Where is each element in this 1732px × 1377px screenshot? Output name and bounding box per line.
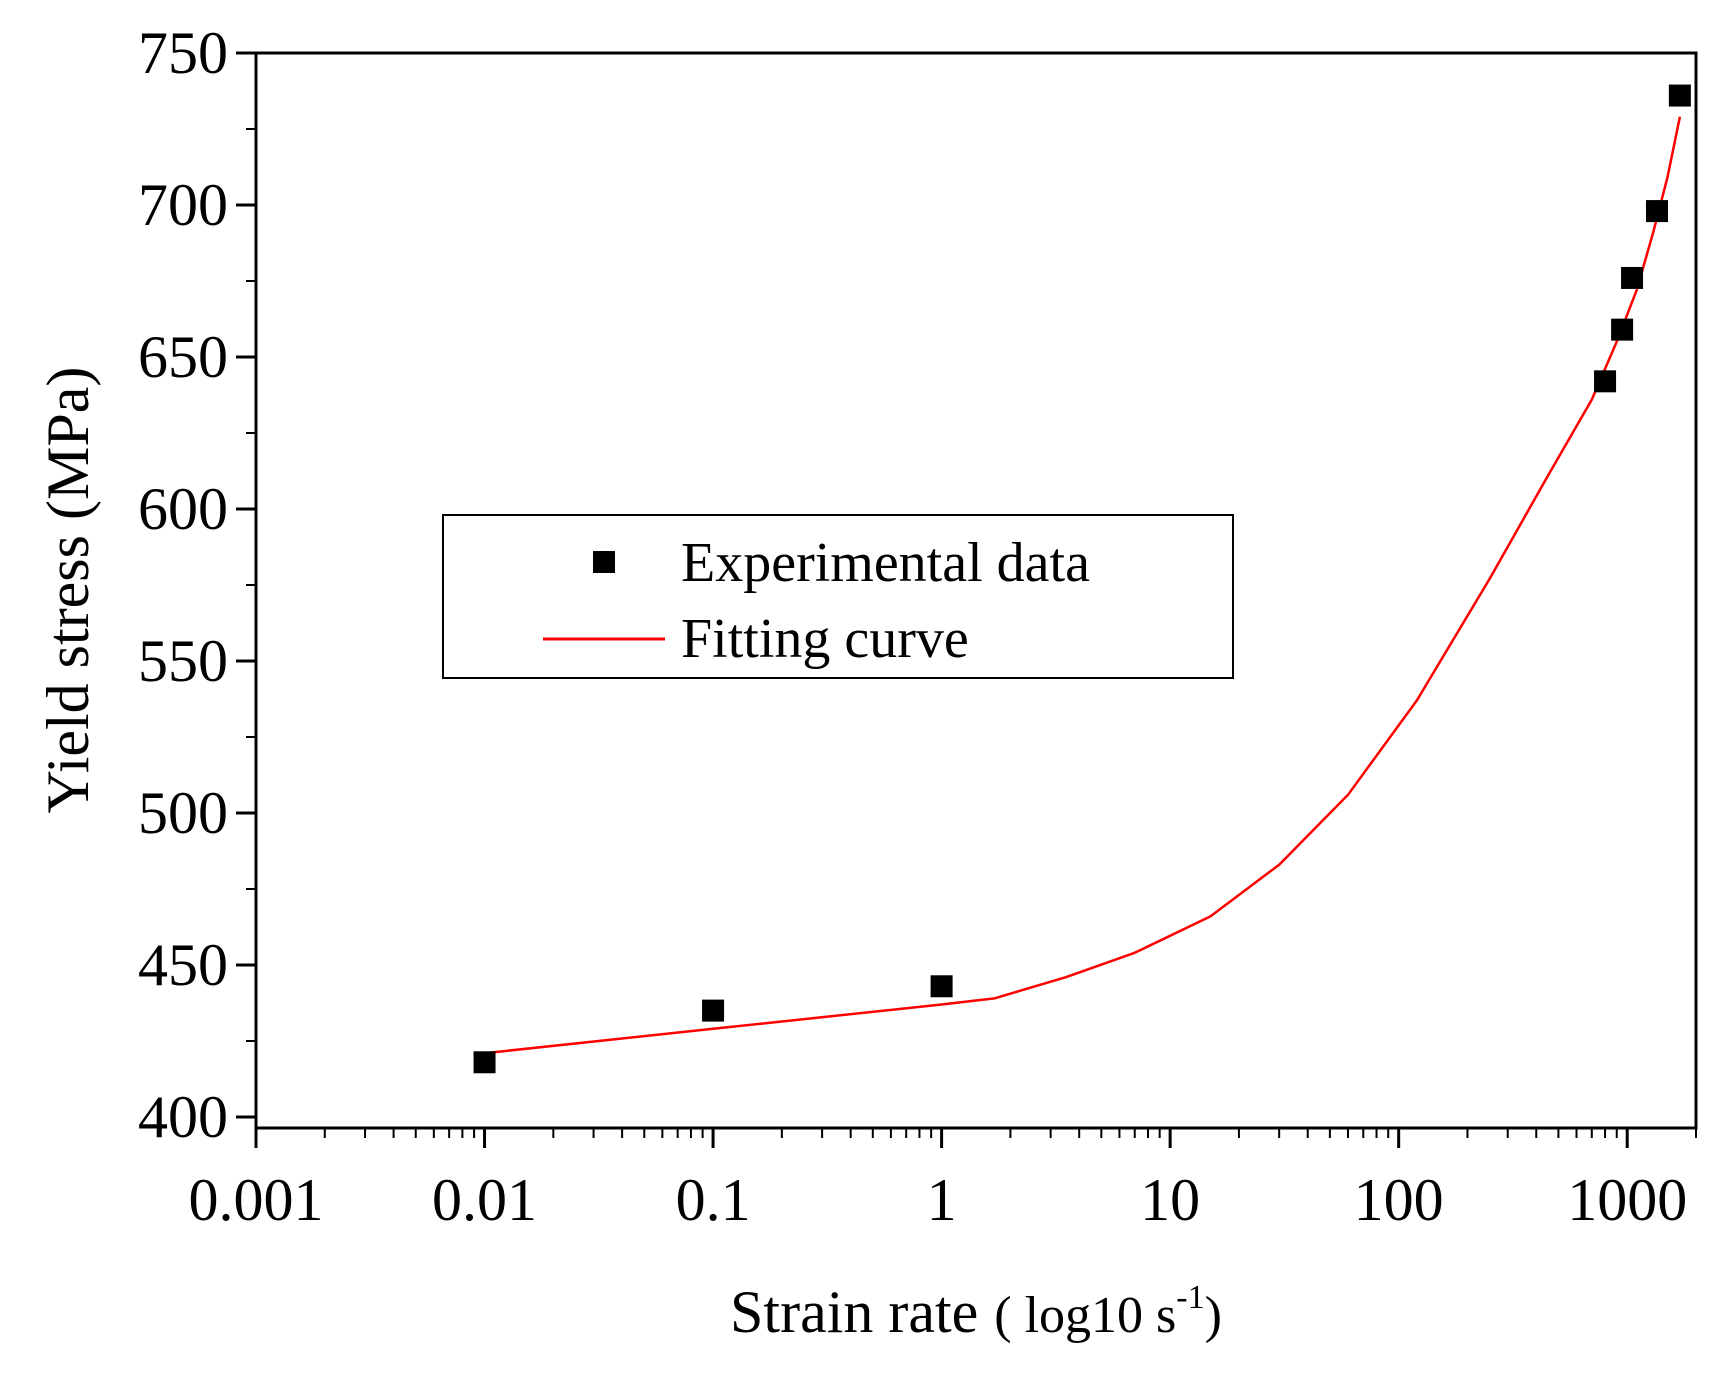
x-axis-title-unit: ( log10 s	[994, 1287, 1176, 1344]
legend-label-experimental: Experimental data	[681, 532, 1090, 594]
x-tick-label: 1	[927, 1167, 957, 1233]
x-tick-label: 100	[1354, 1167, 1444, 1233]
data-point	[1621, 266, 1644, 289]
y-tick-label: 700	[138, 172, 228, 238]
x-axis-title: Strain rate ( log10 s-1)	[730, 1279, 1222, 1345]
plot-area	[254, 51, 1698, 1130]
y-tick-label: 650	[138, 324, 228, 390]
x-axis-title-main: Strain rate	[730, 1279, 978, 1345]
x-axis: 0.001 0.01 0.1 1 10 100 1000	[189, 1128, 1687, 1233]
y-tick-label: 400	[138, 1084, 228, 1150]
experimental-data-series	[473, 84, 1691, 1074]
legend: Experimental data Fitting curve	[442, 514, 1234, 679]
x-axis-title-unit-sup: -1	[1176, 1279, 1204, 1316]
data-point	[1645, 200, 1668, 223]
data-point	[930, 975, 953, 998]
x-axis-title-unit-close: )	[1205, 1287, 1222, 1344]
x-axis-minor-ticks	[323, 1128, 1697, 1138]
legend-label-fitting: Fitting curve	[681, 608, 969, 670]
y-tick-label: 550	[138, 628, 228, 694]
x-tick-label: 1000	[1567, 1167, 1687, 1233]
data-point	[1668, 84, 1691, 107]
x-tick-label: 10	[1140, 1167, 1200, 1233]
legend-marker-experimental	[593, 551, 615, 573]
x-tick-label: 0.001	[189, 1167, 324, 1233]
x-tick-label: 0.1	[676, 1167, 751, 1233]
y-axis-title: Yield stress (MPa)	[35, 367, 101, 814]
y-axis: 400 450 500 550 600 650 700 750	[138, 20, 256, 1150]
data-point	[1611, 318, 1634, 341]
x-tick-label: 0.01	[432, 1167, 537, 1233]
data-point	[1594, 370, 1617, 393]
y-tick-label: 600	[138, 476, 228, 542]
y-tick-label: 500	[138, 780, 228, 846]
legend-box	[442, 514, 1234, 679]
data-point	[473, 1051, 496, 1074]
y-tick-label: 450	[138, 932, 228, 998]
data-point	[702, 999, 725, 1022]
y-tick-label: 750	[138, 20, 228, 86]
